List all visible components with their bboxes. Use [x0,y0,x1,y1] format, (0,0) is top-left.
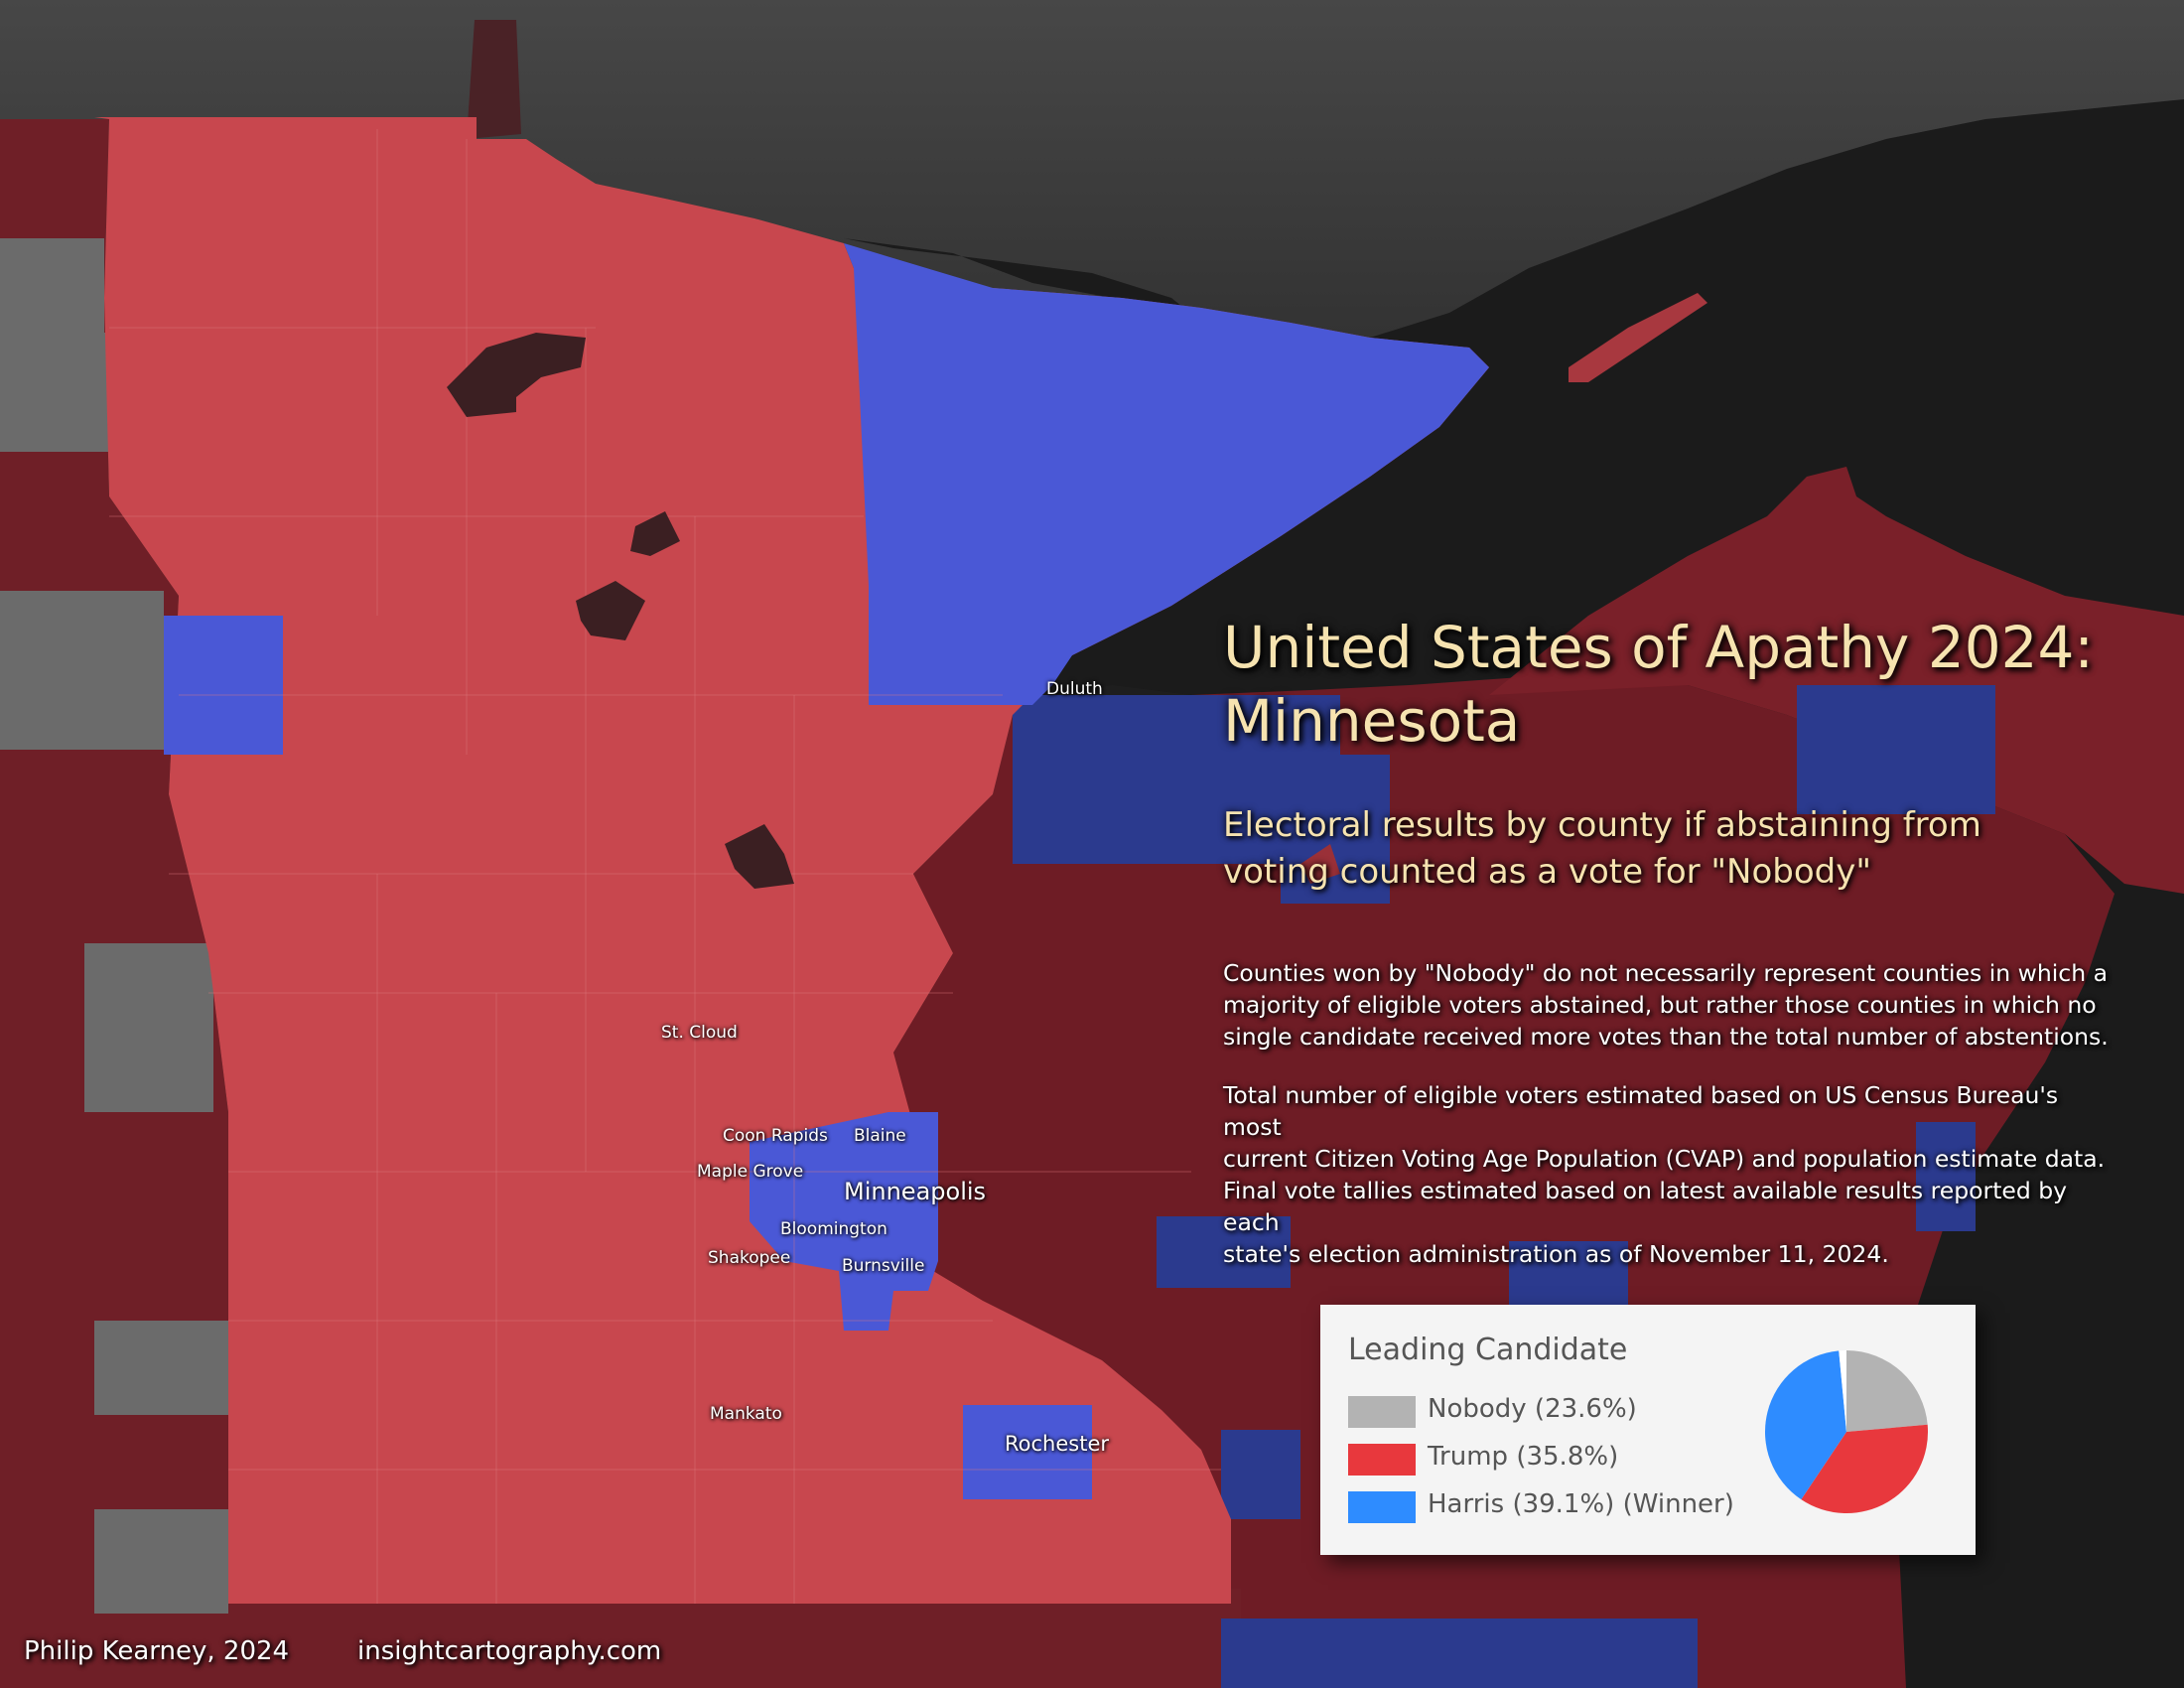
iowa-region [0,1589,1241,1688]
mille-lacs-lake [725,824,794,889]
nobody-county [0,333,114,452]
city-label-rochester: Rochester [1005,1432,1109,1456]
methodology-note-2: Total number of eligible voters estimate… [1223,1081,2106,1268]
legend-label-nobody: Nobody (23.6%) [1428,1394,1637,1424]
title-line-2: Minnesota [1223,687,1521,755]
nobody-county [94,1509,228,1614]
isle-royale [1569,293,1707,382]
legend-label-harris: Harris (39.1%) (Winner) [1428,1489,1734,1519]
city-label-duluth: Duluth [1046,679,1103,699]
city-label-bloomington: Bloomington [780,1219,887,1239]
lake-winnibigoshish [630,511,680,556]
nobody-county [0,238,104,333]
footer-author: Philip Kearney, 2024 [24,1636,290,1666]
city-label-shakopee: Shakopee [708,1248,791,1268]
olmsted-county-blue [963,1405,1092,1499]
arrowhead-blue-counties [844,243,1489,705]
twin-cities-blue-counties [750,1112,938,1331]
pie-slice-trump [1801,1424,1928,1513]
dakotas-region [0,119,228,1589]
legend-panel: Leading Candidate Nobody (23.6%) Trump (… [1320,1305,1976,1555]
wi-blue-county [1221,1430,1300,1519]
map-subtitle: Electoral results by county if abstainin… [1223,802,2077,896]
nobody-county [84,943,213,1112]
city-label-maple-grove: Maple Grove [697,1162,804,1182]
pie-slice-harris [1765,1350,1846,1500]
legend-title: Leading Candidate [1348,1333,1628,1367]
city-label-st-cloud: St. Cloud [661,1023,738,1043]
mi-blue-county [1797,685,1995,814]
city-label-coon-rapids: Coon Rapids [723,1126,828,1146]
map-title: United States of Apathy 2024: Minnesota [1223,611,2116,758]
legend-label-trump: Trump (35.8%) [1428,1442,1619,1472]
michigan-upper-peninsula [1489,467,2184,894]
city-label-mankato: Mankato [710,1404,782,1424]
wi-blue-county [1916,1122,1976,1231]
legend-swatch-harris [1348,1491,1416,1523]
subtitle-line-1: Electoral results by county if abstainin… [1223,805,1981,845]
clay-county-blue [164,616,283,755]
wi-blue-county [1157,1216,1291,1288]
northwest-angle [467,20,521,139]
red-lake [447,333,586,417]
nobody-county [0,591,164,750]
apostle-islands [1300,844,1340,884]
county-borders [109,129,1221,1604]
city-label-burnsville: Burnsville [842,1256,925,1276]
legend-swatch-trump [1348,1444,1416,1476]
footer-website[interactable]: insightcartography.com [357,1636,662,1666]
pie-slice-nobody [1846,1350,1928,1432]
pie-slice-other [1839,1350,1846,1432]
vote-share-pie-chart [1765,1350,1928,1513]
nobody-county [94,1321,228,1415]
city-label-minneapolis: Minneapolis [844,1178,987,1205]
methodology-note-1: Counties won by "Nobody" do not necessar… [1223,959,2109,1051]
ia-blue-county [1221,1618,1698,1688]
legend-swatch-nobody [1348,1396,1416,1428]
leech-lake [576,581,645,640]
wi-blue-county [1281,755,1390,904]
subtitle-line-2: voting counted as a vote for "Nobody" [1223,852,1872,892]
city-label-blaine: Blaine [854,1126,906,1146]
title-line-1: United States of Apathy 2024: [1223,614,2094,681]
